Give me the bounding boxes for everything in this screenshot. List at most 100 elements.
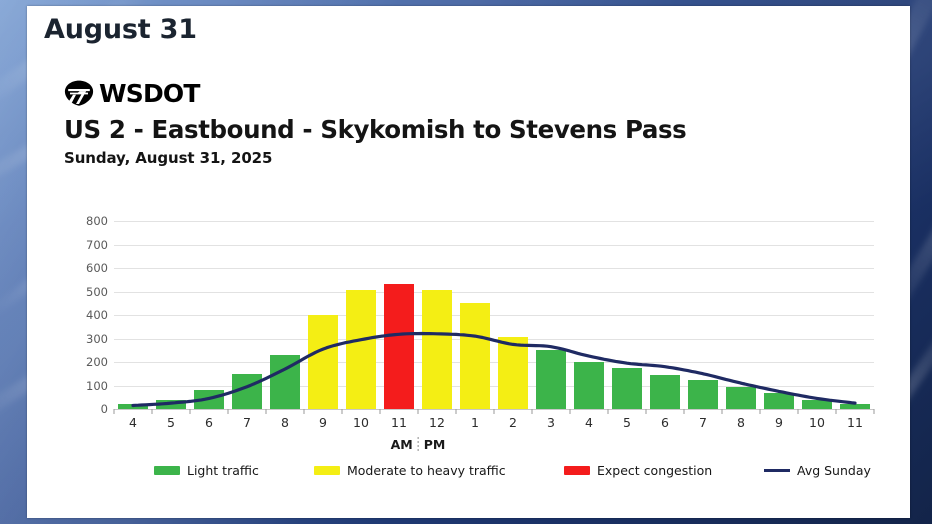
am-pm-divider-label: AM PM xyxy=(114,437,874,457)
legend-item-light-traffic: Light traffic xyxy=(154,463,259,478)
gridline xyxy=(114,315,874,316)
bar-3-PM xyxy=(535,350,567,409)
x-axis-tick xyxy=(189,409,191,414)
gridline xyxy=(114,268,874,269)
x-axis: 4 5 6 7 8 9 10 11 12 1 2 3 4 5 6 7 8 9 10 11 xyxy=(113,409,875,437)
gridline xyxy=(114,244,874,246)
legend-label: Expect congestion xyxy=(597,463,713,478)
gridline xyxy=(114,221,874,222)
x-axis-label-8-PM: 8 xyxy=(737,415,745,430)
traffic-volume-chart: 0 100 200 300 400 500 600 700 800 4 5 6 7 8 9 10 11 12 1 2… xyxy=(62,214,875,501)
y-axis-labels: 0 100 200 300 400 500 600 700 800 xyxy=(62,214,108,416)
x-axis-label-4-AM: 4 xyxy=(129,415,137,430)
x-axis-tick xyxy=(379,409,381,414)
x-axis-label-7-AM: 7 xyxy=(243,415,251,430)
bar-8-PM xyxy=(725,386,757,409)
x-axis-tick xyxy=(151,409,153,414)
x-axis-label-5-AM: 5 xyxy=(167,415,175,430)
x-axis-tick xyxy=(531,409,533,414)
bar-5-AM xyxy=(155,399,187,409)
bar-6-AM xyxy=(193,390,225,409)
bar-11-AM xyxy=(383,284,415,409)
legend-swatch-icon xyxy=(764,469,790,472)
plot-wrapper: 0 100 200 300 400 500 600 700 800 xyxy=(62,214,874,421)
x-axis-label-3-PM: 3 xyxy=(547,415,555,430)
x-axis-tick xyxy=(493,409,495,414)
wsdot-wordmark: WSDOT xyxy=(99,79,200,108)
x-axis-tick xyxy=(303,409,305,414)
x-axis-label-1-PM: 1 xyxy=(471,415,479,430)
meridiem-divider-line xyxy=(417,437,419,452)
x-axis-tick xyxy=(455,409,457,414)
wsdot-logo-row: WSDOT xyxy=(64,78,884,109)
x-axis-label-10-AM: 10 xyxy=(353,415,369,430)
y-axis-tick-label: 500 xyxy=(86,284,108,299)
legend-label: Moderate to heavy traffic xyxy=(347,463,506,478)
legend-item-avg-sunday: Avg Sunday xyxy=(764,463,871,478)
gridline xyxy=(114,291,874,293)
bar-2-PM xyxy=(497,337,529,409)
y-axis-tick-label: 600 xyxy=(86,261,108,275)
wsdot-logo-icon xyxy=(64,80,94,106)
y-axis-tick-label: 700 xyxy=(86,237,108,252)
legend-item-moderate-to-heavy-traffic: Moderate to heavy traffic xyxy=(314,463,506,478)
bar-5-PM xyxy=(611,367,643,409)
bar-9-AM xyxy=(307,315,339,409)
slide-title: August 31 xyxy=(44,14,197,45)
y-axis-tick-label: 100 xyxy=(86,378,108,393)
legend-swatch-icon xyxy=(564,466,590,475)
x-axis-label-8-AM: 8 xyxy=(281,415,289,430)
bar-series xyxy=(114,221,874,409)
y-axis-tick-label: 400 xyxy=(86,308,108,322)
slide-card: August 31 WSDOT US 2 - Eastbound - Skyko… xyxy=(27,6,910,518)
bar-10-PM xyxy=(801,399,833,409)
bar-8-AM xyxy=(269,354,301,409)
am-label: AM xyxy=(390,437,413,452)
y-axis-tick-label: 300 xyxy=(86,331,108,346)
route-title: US 2 - Eastbound - Skykomish to Stevens … xyxy=(64,115,687,144)
x-axis-tick xyxy=(873,409,875,414)
x-axis-tick xyxy=(227,409,229,414)
legend-item-expect-congestion: Expect congestion xyxy=(564,463,712,478)
x-axis-label-6-PM: 6 xyxy=(661,415,669,430)
x-axis-tick xyxy=(721,409,723,414)
chart-legend: Light traffic Moderate to heavy traffic Ex… xyxy=(114,463,874,487)
x-axis-tick xyxy=(645,409,647,414)
wsdot-header: WSDOT US 2 - Eastbound - Skykomish to St… xyxy=(64,78,884,167)
y-axis-tick-label: 0 xyxy=(100,402,108,416)
x-axis-label-11-PM: 11 xyxy=(847,415,863,430)
x-axis-tick xyxy=(341,409,343,414)
bar-10-AM xyxy=(345,290,377,409)
pm-label: PM xyxy=(423,437,446,452)
bar-12-PM xyxy=(421,290,453,409)
x-axis-tick xyxy=(607,409,609,414)
route-date: Sunday, August 31, 2025 xyxy=(64,149,273,168)
x-axis-tick xyxy=(835,409,837,414)
x-axis-tick xyxy=(683,409,685,414)
x-axis-tick xyxy=(569,409,571,414)
x-axis-label-12-PM: 12 xyxy=(429,415,445,430)
bar-6-PM xyxy=(649,374,681,409)
legend-label: Light traffic xyxy=(187,463,259,478)
x-axis-label-5-PM: 5 xyxy=(623,415,631,430)
x-axis-label-7-PM: 7 xyxy=(699,415,707,430)
x-axis-label-2-PM: 2 xyxy=(509,415,517,430)
legend-label: Avg Sunday xyxy=(797,463,871,478)
bar-4-PM xyxy=(573,362,605,409)
bar-7-AM xyxy=(231,373,263,409)
y-axis-tick-label: 800 xyxy=(86,214,108,228)
bar-7-PM xyxy=(687,379,719,409)
x-axis-label-4-PM: 4 xyxy=(585,415,593,430)
x-axis-label-10-PM: 10 xyxy=(809,415,825,430)
x-axis-label-11-AM: 11 xyxy=(391,415,407,430)
x-axis-tick xyxy=(417,409,419,414)
y-axis-tick-label: 200 xyxy=(86,355,108,369)
x-axis-tick xyxy=(759,409,761,414)
bar-1-PM xyxy=(459,303,491,409)
legend-swatch-icon xyxy=(314,466,340,475)
x-axis-tick xyxy=(265,409,267,414)
x-axis-label-6-AM: 6 xyxy=(205,415,213,430)
plot-area xyxy=(114,221,874,410)
legend-swatch-icon xyxy=(154,466,180,475)
x-axis-label-9-PM: 9 xyxy=(775,415,783,430)
